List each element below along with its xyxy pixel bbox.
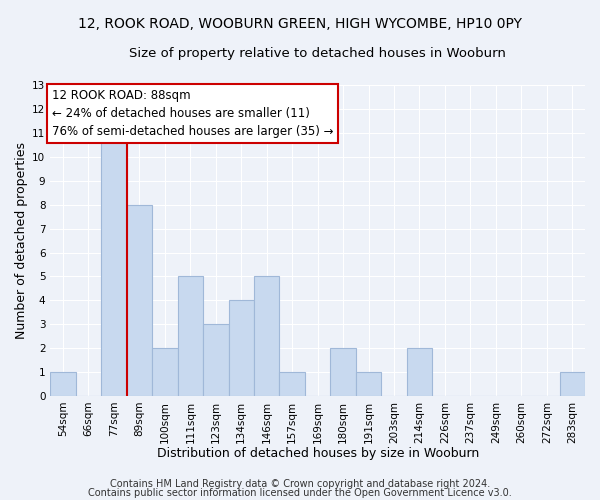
Bar — [50, 372, 76, 396]
Bar — [203, 324, 229, 396]
Bar — [331, 348, 356, 396]
Bar — [101, 133, 127, 396]
Title: Size of property relative to detached houses in Wooburn: Size of property relative to detached ho… — [129, 48, 506, 60]
Bar — [178, 276, 203, 396]
Bar — [407, 348, 432, 396]
Bar — [356, 372, 381, 396]
Bar — [254, 276, 280, 396]
Bar — [152, 348, 178, 396]
Bar — [560, 372, 585, 396]
Text: Contains public sector information licensed under the Open Government Licence v3: Contains public sector information licen… — [88, 488, 512, 498]
Bar — [127, 204, 152, 396]
Bar — [229, 300, 254, 396]
X-axis label: Distribution of detached houses by size in Wooburn: Distribution of detached houses by size … — [157, 447, 479, 460]
Text: 12 ROOK ROAD: 88sqm
← 24% of detached houses are smaller (11)
76% of semi-detach: 12 ROOK ROAD: 88sqm ← 24% of detached ho… — [52, 89, 333, 138]
Text: Contains HM Land Registry data © Crown copyright and database right 2024.: Contains HM Land Registry data © Crown c… — [110, 479, 490, 489]
Bar — [280, 372, 305, 396]
Y-axis label: Number of detached properties: Number of detached properties — [15, 142, 28, 339]
Text: 12, ROOK ROAD, WOOBURN GREEN, HIGH WYCOMBE, HP10 0PY: 12, ROOK ROAD, WOOBURN GREEN, HIGH WYCOM… — [78, 18, 522, 32]
